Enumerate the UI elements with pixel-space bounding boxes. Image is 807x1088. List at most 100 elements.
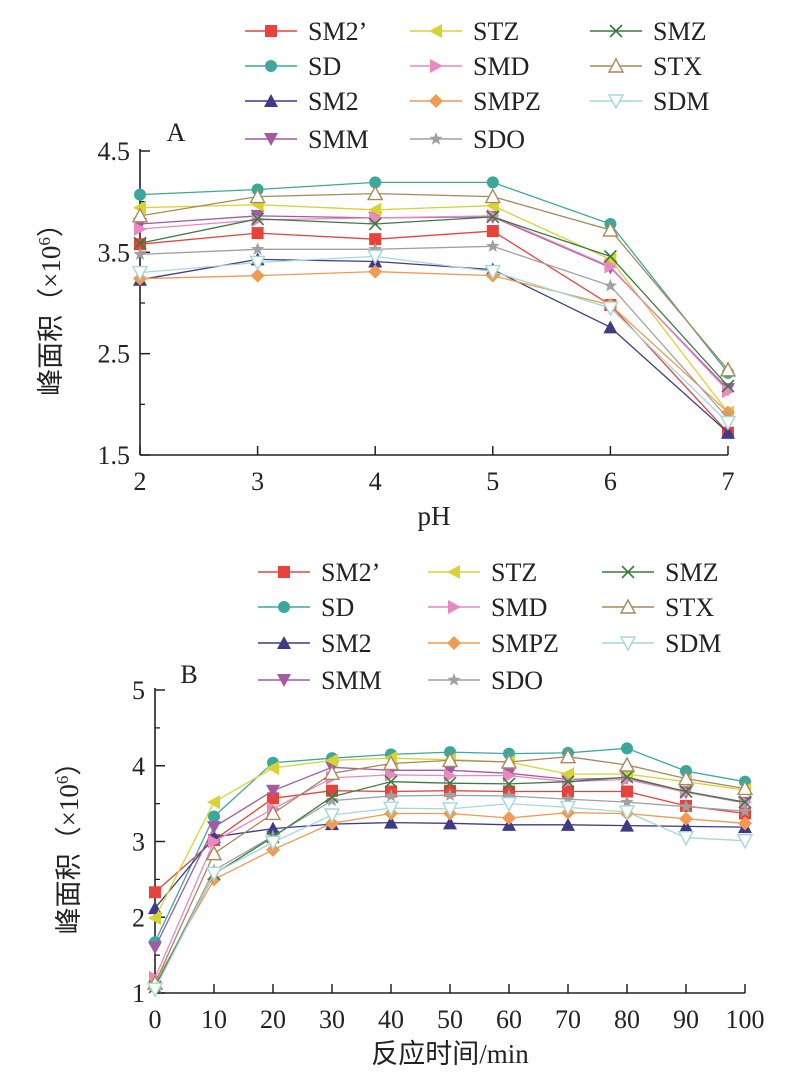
chart-a-series-line	[139, 181, 729, 374]
chart-b-legend-marker	[447, 636, 461, 650]
chart-b-x-axis-label: 反应时间/min	[371, 1039, 529, 1069]
chart-a-data-point	[368, 202, 382, 217]
chart-b-data-point	[205, 866, 223, 882]
chart-b-data-point	[561, 767, 574, 782]
chart-b: 0 10 20 30 40 50 60 70 80 90 100 1 2 3 4 5 反应时间/min 峰面积（×…	[53, 558, 765, 1069]
chart-a-legend-label: SM2	[308, 87, 359, 116]
chart-a-legend-marker	[609, 24, 623, 38]
chart-b-x-tick-label: 90	[673, 1005, 699, 1034]
chart-b-legend-marker	[278, 601, 290, 613]
chart-b-legend-label: SM2’	[321, 558, 380, 587]
chart-b-y-axis-label-exponent: 6	[53, 776, 72, 785]
chart-a-series-line	[139, 255, 729, 424]
chart-b-data-point	[618, 805, 636, 821]
chart-a-series-8	[133, 210, 735, 393]
chart-a-data-point	[250, 242, 265, 255]
chart-a-legend-entry: SMD	[410, 52, 529, 81]
chart-b-data-point	[264, 835, 282, 851]
chart-a-legend-entry: SMPZ	[410, 87, 541, 116]
chart-b-data-point	[266, 761, 279, 776]
chart-b-legend-entry: STZ	[428, 558, 537, 587]
chart-b-legend-label: SMD	[491, 593, 547, 622]
chart-a-legend-entry: SMZ	[590, 17, 706, 46]
chart-b-data-point	[207, 795, 220, 810]
chart-a-data-point	[721, 379, 735, 393]
chart-b-data-point	[148, 941, 162, 955]
chart-a-legend-entry: STZ	[410, 17, 519, 46]
chart-a-data-point	[602, 221, 619, 237]
chart-a-legend-entry: SDO	[410, 125, 525, 154]
chart-b-y-axis-label-close: ）	[54, 749, 84, 776]
chart-a-x-tick-label: 3	[251, 467, 264, 496]
chart-a-series-line	[139, 258, 729, 434]
chart-a-legend-marker	[430, 59, 443, 73]
chart-a-data-point	[721, 425, 735, 439]
chart-b-data-point	[148, 911, 161, 926]
chart-a-data-point	[722, 384, 735, 399]
chart-b-legend-label: SMM	[321, 666, 382, 695]
chart-b-data-point	[323, 764, 341, 781]
chart-a-data-point	[133, 247, 147, 261]
chart-b-data-point	[621, 742, 633, 755]
chart-a-legend: SM2’ SD SM2 SMM STZ SMD SMPZ SDO SMZ STX SDM	[245, 17, 709, 154]
chart-b-legend-marker	[447, 673, 461, 686]
chart-b-data-point	[443, 776, 457, 790]
chart-b-legend-label: SDO	[491, 666, 543, 695]
chart-a-legend-entry: SMM	[245, 125, 369, 154]
chart-a-data-point	[369, 233, 382, 246]
chart-a-x-tick-label: 4	[369, 467, 382, 496]
chart-b-legend-marker	[277, 674, 291, 687]
chart-b-data-point	[267, 792, 279, 805]
chart-b-data-point	[620, 770, 634, 784]
chart-b-data-point	[205, 845, 223, 861]
chart-a-series-line	[139, 204, 729, 413]
chart-b-legend-marker	[448, 600, 461, 614]
chart-a-legend-marker	[429, 94, 443, 108]
chart-b-series-line	[154, 821, 746, 909]
chart-b-legend-entry: SMD	[428, 593, 547, 622]
chart-a-data-point	[603, 320, 618, 334]
chart-b-y-tick-label: 4	[132, 752, 145, 781]
chart-b-data-point	[443, 816, 457, 830]
chart-b-data-point	[502, 789, 516, 802]
chart-a-data-point	[368, 217, 382, 231]
chart-a-legend-label: SMD	[473, 52, 529, 81]
chart-a-y-axis-label: 峰面积（×106）	[35, 210, 66, 396]
chart-b-data-point	[561, 792, 575, 805]
chart-b-data-point	[561, 817, 575, 831]
chart-a-legend-label: SDO	[473, 125, 525, 154]
chart-a-series-9	[131, 185, 737, 377]
chart-b-data-point	[266, 784, 280, 798]
chart-a-legend-label: SMPZ	[473, 87, 541, 116]
chart-b-x-tick-label: 10	[201, 1005, 227, 1034]
chart-b-data-point	[441, 751, 459, 768]
chart-a-x-tick-label: 2	[134, 467, 147, 496]
chart-b-x-tick-label: 40	[378, 1005, 404, 1034]
chart-a-legend-label: SM2’	[308, 17, 367, 46]
chart-a-series-line	[139, 192, 729, 371]
chart-b-data-point	[500, 753, 518, 769]
chart-a-legend-entry: SD	[245, 52, 341, 81]
chart-b-y-axis-label-times: ×10	[54, 784, 84, 826]
chart-b-legend-entry: SDO	[428, 666, 543, 695]
chart-b-data-point	[444, 768, 457, 783]
chart-a-panel-label: A	[167, 118, 186, 147]
chart-b-x-tick-label: 70	[555, 1005, 581, 1034]
chart-a-series-0	[134, 225, 734, 439]
chart-a-legend-label: SMZ	[653, 17, 706, 46]
chart-b-legend-marker	[278, 566, 290, 578]
chart-a-data-point	[251, 212, 265, 226]
chart-b-data-point	[677, 831, 695, 847]
chart-a-data-point	[486, 176, 499, 189]
chart-b-y-tick-label: 3	[132, 828, 145, 857]
chart-a-y-tick-label: 2.5	[98, 340, 131, 369]
chart-b-data-point	[325, 793, 339, 807]
chart-b-data-point	[677, 770, 695, 786]
chart-b-data-point	[325, 753, 338, 768]
chart-a-data-point	[368, 242, 382, 255]
chart-a-legend-label: STZ	[473, 17, 519, 46]
chart-b-legend-label: SMPZ	[491, 629, 559, 658]
chart-a-data-point	[249, 188, 266, 204]
chart-b-series-2	[148, 815, 752, 915]
chart-a-data-point	[249, 255, 266, 271]
